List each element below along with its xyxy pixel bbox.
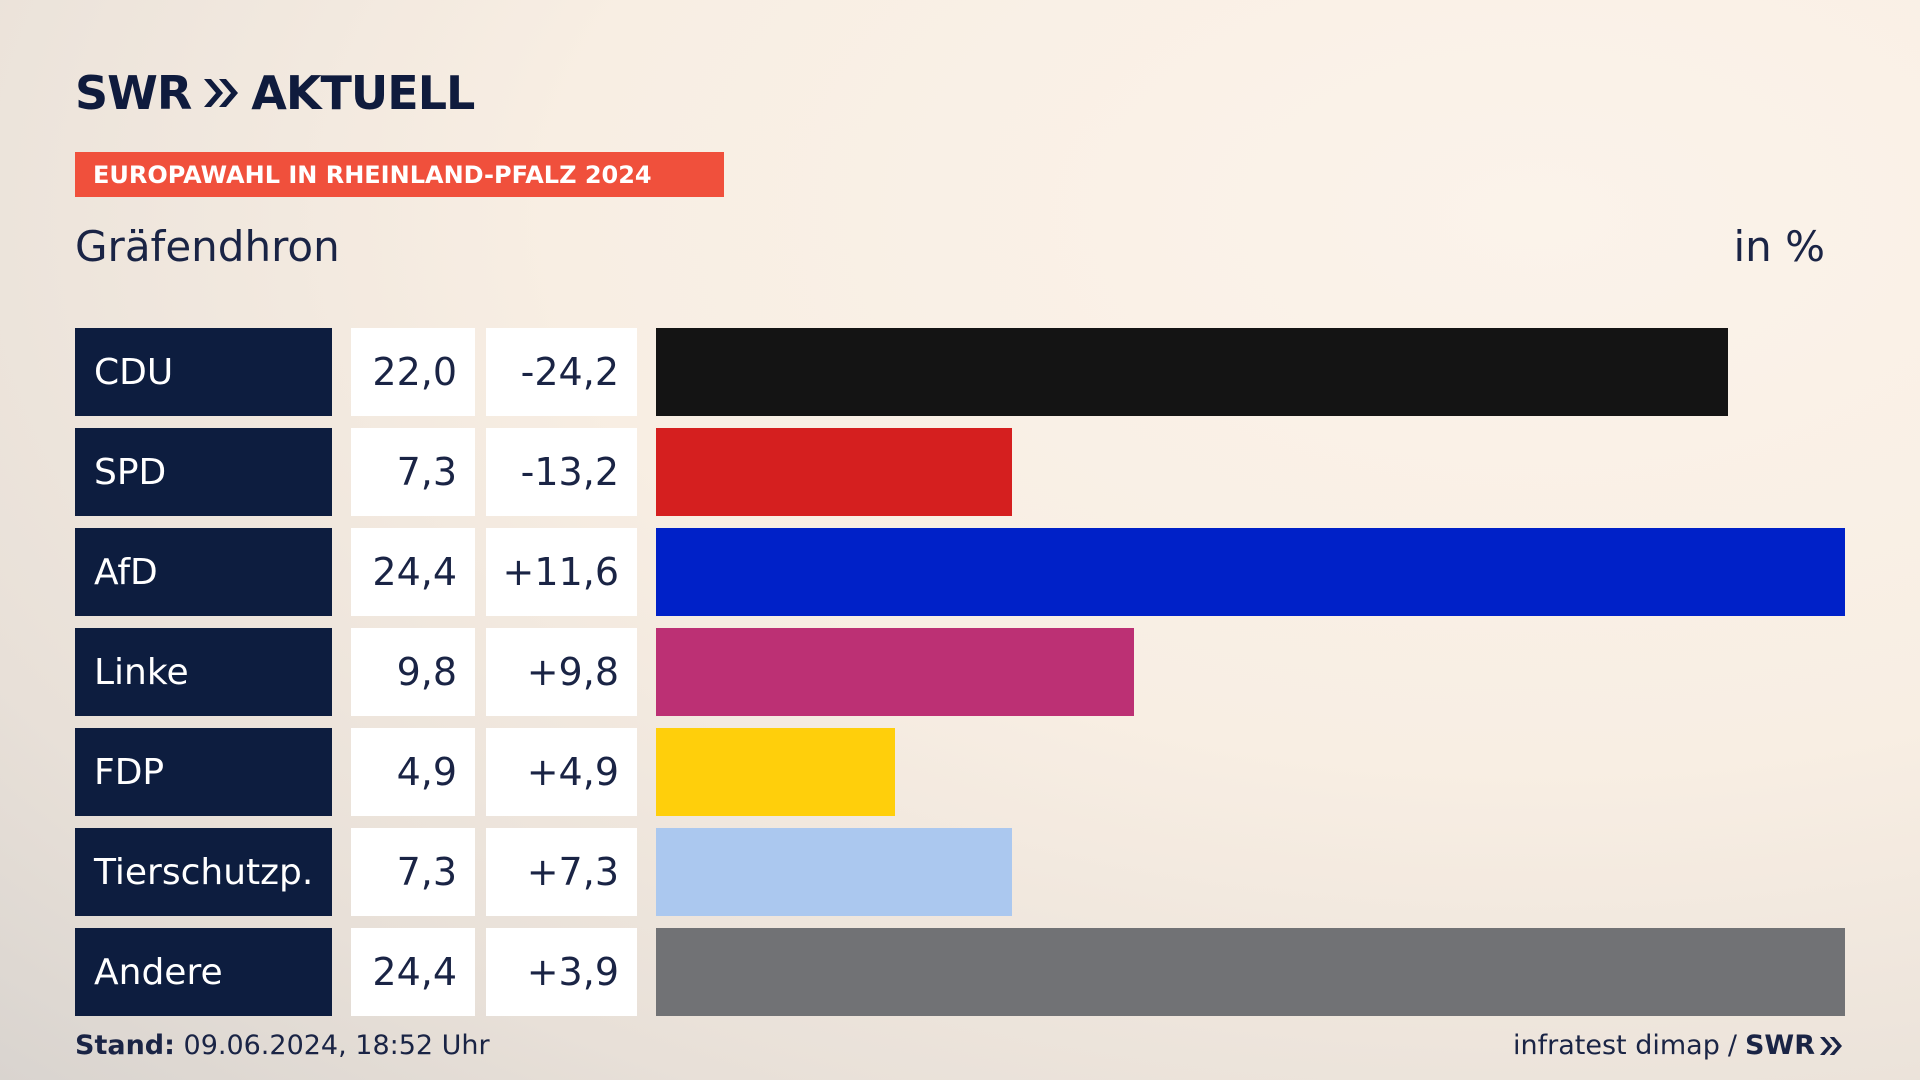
bar	[656, 728, 895, 816]
chart-row: Tierschutzp. 7,3 +7,3	[75, 828, 1845, 916]
region-title: Gräfendhron	[75, 222, 340, 271]
bar	[656, 628, 1134, 716]
bar	[656, 828, 1012, 916]
vote-share-label: 9,8	[351, 628, 475, 716]
double-chevron-icon	[1820, 1036, 1842, 1055]
change-label: +9,8	[486, 628, 637, 716]
chart-row: Andere 24,4 +3,9	[75, 928, 1845, 1016]
vote-share-label: 22,0	[351, 328, 475, 416]
chart-row: SPD 7,3 -13,2	[75, 428, 1845, 516]
vote-share-label: 24,4	[351, 528, 475, 616]
change-label: +11,6	[486, 528, 637, 616]
change-label: -13,2	[486, 428, 637, 516]
source-separator: /	[1727, 1030, 1737, 1061]
unit-label: in %	[1733, 222, 1825, 271]
chart-row: Linke 9,8 +9,8	[75, 628, 1845, 716]
stand-label: Stand:	[75, 1030, 175, 1061]
bar	[656, 928, 1845, 1016]
bar	[656, 328, 1728, 416]
swr-aktuell-logo: SWR AKTUELL	[75, 66, 475, 120]
change-label: +4,9	[486, 728, 637, 816]
party-label: AfD	[75, 528, 332, 616]
chart-row: CDU 22,0 -24,2	[75, 328, 1845, 416]
party-label: FDP	[75, 728, 332, 816]
change-label: +7,3	[486, 828, 637, 916]
logo-swr-text: SWR	[75, 66, 192, 120]
timestamp: Stand: 09.06.2024, 18:52 Uhr	[75, 1030, 490, 1061]
party-label: Tierschutzp.	[75, 828, 332, 916]
vote-share-label: 24,4	[351, 928, 475, 1016]
bar	[656, 428, 1012, 516]
bar	[656, 528, 1845, 616]
party-label: SPD	[75, 428, 332, 516]
vote-share-label: 7,3	[351, 828, 475, 916]
vote-share-label: 7,3	[351, 428, 475, 516]
party-label: CDU	[75, 328, 332, 416]
stand-value: 09.06.2024, 18:52 Uhr	[183, 1030, 490, 1061]
source-name: infratest dimap	[1513, 1030, 1720, 1061]
logo-aktuell-text: AKTUELL	[251, 66, 475, 120]
party-label: Andere	[75, 928, 332, 1016]
chart-row: AfD 24,4 +11,6	[75, 528, 1845, 616]
double-chevron-icon	[204, 79, 239, 107]
party-label: Linke	[75, 628, 332, 716]
change-label: +3,9	[486, 928, 637, 1016]
change-label: -24,2	[486, 328, 637, 416]
vote-share-label: 4,9	[351, 728, 475, 816]
election-tag: EUROPAWAHL IN RHEINLAND-PFALZ 2024	[75, 152, 724, 197]
swr-mini-text: SWR	[1744, 1030, 1815, 1061]
source-credit: infratest dimap / SWR	[1513, 1030, 1844, 1061]
swr-mini-logo: SWR	[1745, 1030, 1844, 1061]
chart-row: FDP 4,9 +4,9	[75, 728, 1845, 816]
